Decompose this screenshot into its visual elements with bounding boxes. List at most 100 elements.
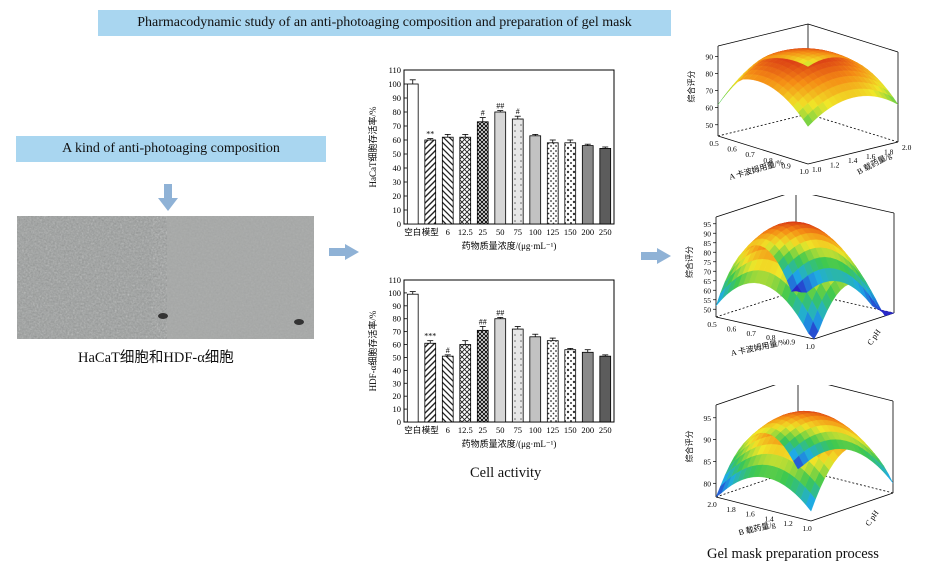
y-tick-label: 1.8 [884, 147, 894, 156]
x-tick-label: 125 [546, 227, 559, 237]
surface-patch [882, 467, 894, 484]
x-tick-label: 100 [529, 227, 542, 237]
bar [564, 142, 577, 225]
y-tick-label: 100 [388, 288, 401, 298]
y-tick-label: 100 [388, 79, 401, 89]
z-tick-label: 80 [704, 479, 712, 488]
x-tick-label: 模型 [422, 227, 440, 237]
axis-line [807, 23, 899, 53]
y-axis-label: HDF-α细胞存活率/% [367, 310, 378, 391]
z-tick-label: 80 [704, 248, 712, 257]
right-arrow-icon [329, 244, 359, 260]
y-tick-label: 1.0 [812, 165, 822, 174]
significance-label: # [516, 107, 520, 116]
y-tick-label: 90 [393, 93, 402, 103]
y-tick-label: 70 [393, 121, 402, 131]
surface-patch [793, 455, 804, 470]
y-tick-label: 20 [393, 191, 402, 201]
z-tick-label: 75 [704, 258, 712, 267]
surface-patch [877, 461, 888, 477]
z-tick-label: 90 [704, 436, 712, 445]
z-tick-label: 70 [706, 87, 714, 96]
x-tick-label: 12.5 [458, 227, 473, 237]
x-axis-label: A 卡波姆用量/% [730, 336, 787, 358]
x-tick-label: 0.5 [707, 320, 717, 329]
x-tick-label: 1.6 [745, 510, 755, 519]
x-tick-label: 6 [446, 425, 450, 435]
significance-label: # [481, 109, 485, 118]
x-tick-label: 6 [446, 227, 450, 237]
bar [494, 111, 507, 225]
bar [529, 135, 542, 225]
y-tick-label: 60 [393, 135, 402, 145]
x-tick-label: 空白 [404, 227, 421, 237]
x-tick-label: 75 [514, 425, 523, 435]
axis-line [811, 195, 895, 214]
y-tick-label: 40 [393, 163, 402, 173]
z-tick-label: 70 [704, 267, 712, 276]
bar [424, 342, 437, 423]
x-tick-label: 1.2 [783, 519, 793, 528]
bar [546, 340, 559, 423]
bar [476, 121, 489, 225]
z-tick-label: 65 [704, 277, 712, 286]
z-tick-label: 95 [704, 220, 712, 229]
x-tick-label: 0.6 [727, 145, 737, 154]
bar [441, 136, 454, 225]
x-tick-label: 1.0 [799, 167, 809, 176]
x-tick-label: 0.8 [763, 156, 773, 165]
z-tick-label: 90 [704, 229, 712, 238]
z-tick-label: 85 [704, 457, 712, 466]
x-tick-label: 25 [479, 425, 488, 435]
z-axis-label: 综合评分 [684, 246, 694, 278]
surface-plot-ab: 50 60 70 80 90 综合评分 0.5 0.6 0.7 0.8 0.9 1.0 A 卡波姆用量/… [686, 23, 912, 182]
bar [459, 136, 472, 225]
axis-line [717, 113, 809, 137]
x-tick-label: 250 [599, 227, 612, 237]
x-tick-label: 100 [529, 425, 542, 435]
y-tick-label: 90 [393, 301, 402, 311]
x-tick-label: 75 [514, 227, 523, 237]
cell-microscopy-image [17, 216, 314, 339]
y-tick-label: 80 [393, 314, 402, 324]
x-tick-label: 1.0 [802, 524, 812, 533]
z-tick-label: 85 [704, 239, 712, 248]
y-axis-label: C pH [863, 508, 880, 527]
x-tick-label: 0.9 [781, 161, 791, 170]
z-tick-label: 80 [706, 69, 714, 78]
x-axis-label: 药物质量浓度/(μg·mL⁻¹) [462, 240, 557, 251]
bar [511, 328, 524, 423]
x-tick-label: 1.0 [805, 342, 815, 351]
y-tick-label: 1.2 [830, 161, 840, 170]
bar [599, 355, 612, 423]
x-tick-label: 0.5 [709, 139, 719, 148]
bar [581, 145, 594, 225]
z-tick-label: 60 [706, 104, 714, 113]
x-tick-label: 50 [496, 425, 505, 435]
hacat-bar-chart: 0 10 20 30 40 50 60 70 80 90 100 110 HaCaT细胞存活率/% 空白 *… [367, 65, 615, 251]
surface-patch [791, 284, 802, 293]
bar [511, 118, 524, 225]
x-tick-label: 200 [581, 227, 594, 237]
x-tick-label: 12.5 [458, 425, 473, 435]
right-arrow-icon [641, 248, 671, 264]
significance-label: # [446, 346, 450, 355]
axis-line [828, 385, 894, 402]
bar [441, 355, 454, 423]
bar [459, 344, 472, 423]
y-tick-label: 50 [393, 149, 402, 159]
y-tick-label: 50 [393, 352, 402, 362]
bar [406, 293, 419, 423]
x-tick-label: 0.7 [747, 329, 757, 338]
axis-line [810, 492, 894, 522]
axis-line [715, 385, 776, 406]
y-tick-label: 1.6 [866, 152, 876, 161]
x-tick-label: 125 [546, 425, 559, 435]
x-tick-label: 1.4 [764, 514, 774, 523]
significance-label: ## [479, 317, 487, 326]
bar [599, 148, 612, 225]
axis-line [813, 312, 895, 340]
significance-label: ## [496, 102, 504, 111]
bar [476, 329, 489, 423]
